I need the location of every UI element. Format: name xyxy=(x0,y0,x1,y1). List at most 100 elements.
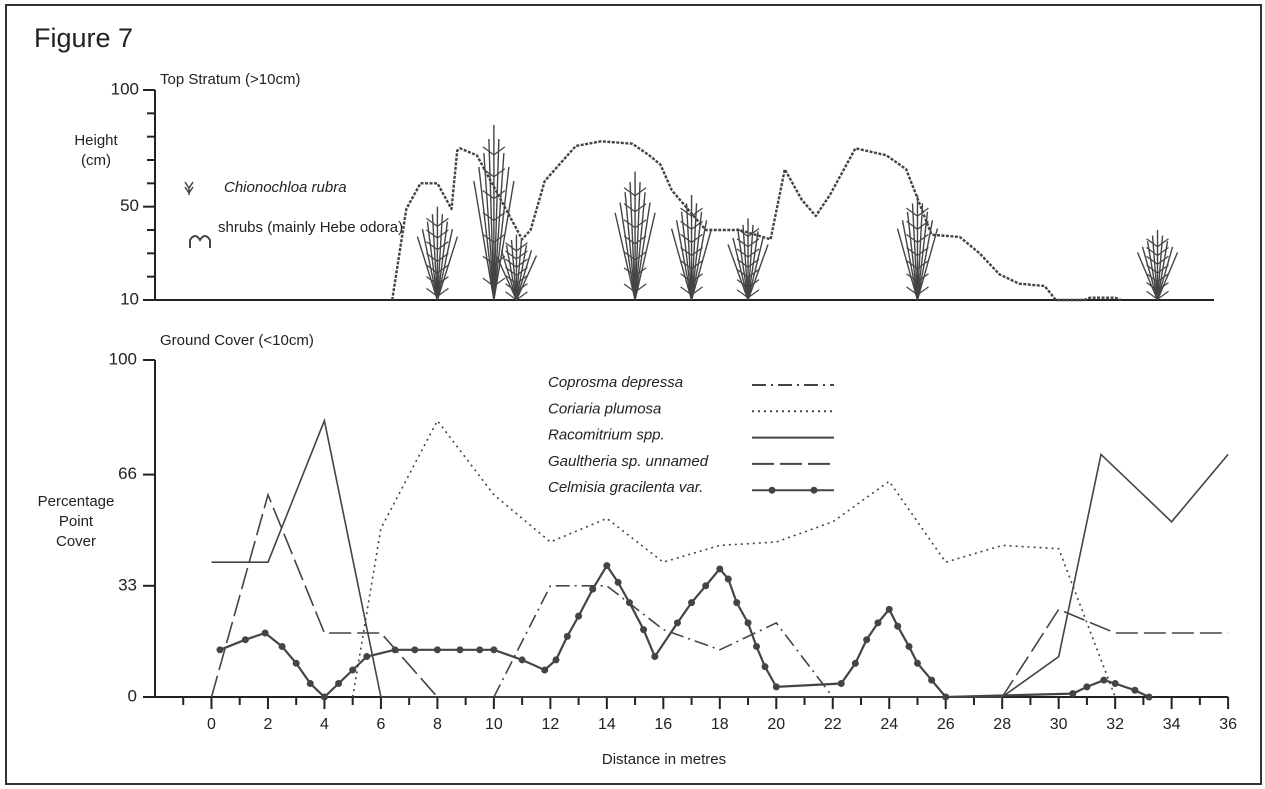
tussock-leaf xyxy=(426,229,438,239)
tussock-blade xyxy=(747,244,769,301)
tussock-blade xyxy=(732,237,749,301)
tussock-leaf xyxy=(437,217,449,227)
tussock-leaf xyxy=(680,247,692,256)
series-marker xyxy=(716,565,724,573)
x-tick-label: 24 xyxy=(880,716,898,733)
tussock-leaf xyxy=(906,220,918,230)
tussock-leaf xyxy=(1157,238,1169,248)
legend-label: Chionochloa rubra xyxy=(224,179,347,196)
tussock-leaf xyxy=(437,276,449,286)
tussock-leaf xyxy=(1157,247,1169,256)
tussock-blade xyxy=(614,212,636,301)
series-marker xyxy=(1145,693,1153,701)
tussock-leaf xyxy=(623,251,636,261)
tussock-leaf xyxy=(736,268,749,278)
tussock-blade xyxy=(906,211,919,301)
x-tick-label: 36 xyxy=(1219,716,1237,733)
series-marker xyxy=(744,619,752,627)
tussock-leaf xyxy=(437,229,449,239)
y-axis-label: Height xyxy=(74,132,118,149)
tussock-blade xyxy=(493,166,510,301)
tussock-blade xyxy=(690,228,713,301)
tussock-leaf xyxy=(426,264,438,274)
tussock-blade xyxy=(515,255,538,301)
tussock-leaf xyxy=(906,247,918,256)
series-marker xyxy=(1069,690,1077,698)
tussock-blade xyxy=(911,203,919,301)
series-marker xyxy=(575,612,583,620)
tussock-blade xyxy=(1156,252,1179,301)
series-marker xyxy=(1131,686,1139,694)
tussock-blade xyxy=(634,202,651,301)
series-marker xyxy=(589,585,597,593)
legend-label: Celmisia gracilenta var. xyxy=(548,479,703,496)
x-tick-label: 28 xyxy=(993,716,1011,733)
x-tick-label: 2 xyxy=(264,716,273,733)
tussock-blade xyxy=(634,212,656,301)
tussock-blade xyxy=(916,228,939,301)
panel-title: Ground Cover (<10cm) xyxy=(160,332,314,349)
tussock-leaf xyxy=(437,264,449,274)
tussock xyxy=(614,171,656,301)
legend-label: Coriaria plumosa xyxy=(548,400,661,417)
tussock-blade xyxy=(680,211,693,301)
tussock-leaf xyxy=(505,242,517,252)
tussock-blade xyxy=(901,220,919,301)
series-marker xyxy=(928,676,936,684)
tussock-leaf xyxy=(691,207,703,217)
tussock-leaf xyxy=(736,258,749,268)
legend-label: Racomitrium spp. xyxy=(548,427,665,444)
tussock-leaf xyxy=(493,212,506,221)
tussock-leaf xyxy=(747,258,760,268)
tussock-blade xyxy=(493,138,500,301)
series-marker xyxy=(292,659,300,667)
panel-title: Top Stratum (>10cm) xyxy=(160,71,300,88)
tussock-leaf xyxy=(505,258,517,268)
tussock-leaf xyxy=(623,235,636,245)
tussock-leaf xyxy=(680,233,692,243)
tussock-leaf xyxy=(623,203,636,213)
y-axis-label: Cover xyxy=(56,533,96,550)
tussock-leaf xyxy=(505,275,517,284)
tussock-blade xyxy=(675,220,693,301)
tussock-leaf xyxy=(1157,290,1169,300)
series-marker xyxy=(241,636,249,644)
series-line xyxy=(493,585,834,698)
series-marker xyxy=(278,642,286,650)
series-marker xyxy=(541,666,549,674)
tussock-blade xyxy=(670,228,693,301)
tussock-leaf xyxy=(691,273,703,283)
tussock-leaf xyxy=(747,228,760,238)
series-marker xyxy=(874,619,882,627)
x-tick-label: 14 xyxy=(598,716,616,733)
tussock xyxy=(473,125,515,301)
x-tick-label: 0 xyxy=(207,716,216,733)
series-marker xyxy=(651,653,659,661)
tussock-leaf xyxy=(917,233,929,243)
tussock-leaf xyxy=(426,287,438,297)
tussock-blade xyxy=(493,152,505,301)
tussock-leaf xyxy=(680,207,692,217)
tussock-leaf xyxy=(482,277,495,287)
x-tick-label: 4 xyxy=(320,716,329,733)
tussock-blade xyxy=(416,236,439,301)
tussock xyxy=(495,234,538,301)
tussock-leaf xyxy=(747,238,760,248)
series-marker xyxy=(552,656,560,664)
tussock-blade xyxy=(896,228,919,301)
tussock-leaf xyxy=(437,252,449,262)
series-marker xyxy=(320,693,328,701)
tussock-leaf xyxy=(1157,273,1169,283)
y-axis-label: Point xyxy=(59,513,94,530)
tussock-leaf xyxy=(917,286,929,296)
tussock-blade xyxy=(1156,241,1169,301)
tussock-leaf xyxy=(906,260,918,270)
series-marker xyxy=(518,656,526,664)
tussock-blade xyxy=(426,221,439,301)
series-marker xyxy=(761,663,769,671)
series-marker xyxy=(724,575,732,583)
legend-label: Coprosma depressa xyxy=(548,374,683,391)
x-tick-label: 10 xyxy=(485,716,503,733)
tussock-blade xyxy=(488,138,495,301)
x-axis-label: Distance in metres xyxy=(602,751,726,768)
